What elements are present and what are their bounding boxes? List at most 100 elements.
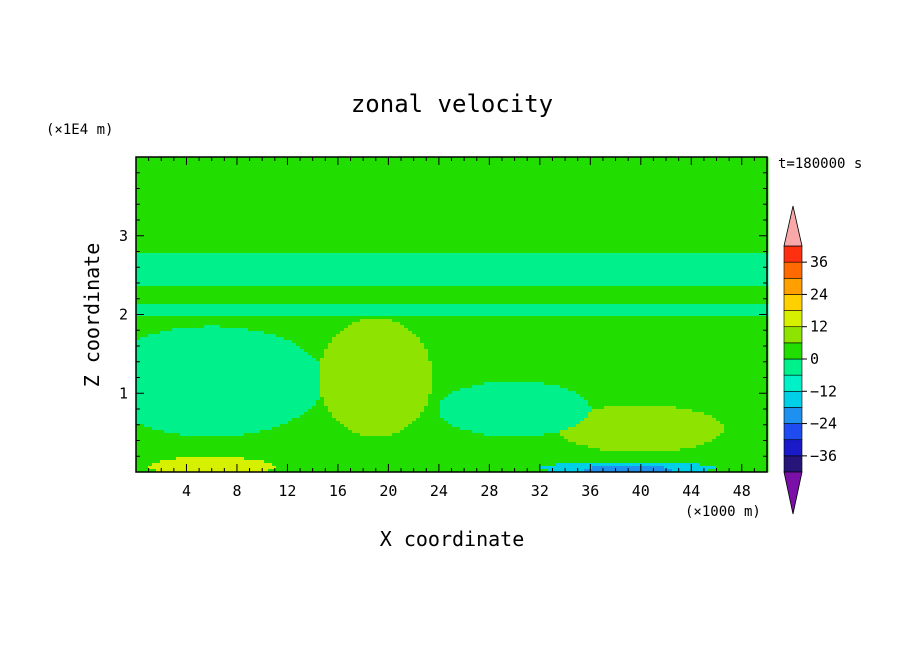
field-cell (192, 223, 197, 227)
field-cell (572, 238, 577, 242)
field-cell (532, 235, 537, 239)
field-cell (184, 181, 189, 185)
field-cell (608, 214, 613, 218)
field-cell (176, 181, 181, 185)
field-cell (340, 211, 345, 215)
field-cell (344, 223, 349, 227)
field-cell (360, 247, 365, 251)
field-cell (624, 241, 629, 245)
field-cell (312, 163, 317, 167)
field-cell (480, 205, 485, 209)
field-cell (644, 244, 649, 248)
field-cell (208, 211, 213, 215)
field-cell (656, 169, 661, 173)
field-cell (472, 184, 477, 188)
field-cell (148, 226, 153, 230)
field-cell (496, 214, 501, 218)
field-cell (260, 199, 265, 203)
field-cell (548, 160, 553, 164)
field-cell (308, 244, 313, 248)
field-cell (148, 166, 153, 170)
field-cell (404, 214, 409, 218)
field-cell (740, 229, 745, 233)
field-cell (732, 166, 737, 170)
field-cell (708, 223, 713, 227)
field-cell (268, 163, 273, 167)
field-cell (504, 238, 509, 242)
field-cell (748, 226, 753, 230)
field-cell (412, 223, 417, 227)
field-cell (544, 178, 549, 182)
field-cell (688, 238, 693, 242)
field-cell (552, 232, 557, 236)
field-cell (716, 235, 721, 239)
field-cell (356, 208, 361, 212)
field-cell (536, 163, 541, 167)
field-cell (272, 175, 277, 179)
field-cell (364, 247, 369, 251)
field-cell (316, 193, 321, 197)
field-cell (744, 163, 749, 167)
field-cell (148, 232, 153, 236)
field-cell (372, 166, 377, 170)
field-cell (208, 184, 213, 188)
field-cell (500, 229, 505, 233)
field-cell (728, 193, 733, 197)
field-cell (504, 157, 509, 161)
field-cell (472, 238, 477, 242)
field-cell (156, 250, 161, 254)
field-cell (428, 181, 433, 185)
field-cell (412, 229, 417, 233)
field-cell (256, 166, 261, 170)
field-cell (636, 244, 641, 248)
field-cell (700, 211, 705, 215)
field-cell (480, 196, 485, 200)
field-cell (372, 178, 377, 182)
field-cell (644, 193, 649, 197)
field-cell (176, 184, 181, 188)
field-cell (288, 172, 293, 176)
field-cell (460, 247, 465, 251)
field-cell (632, 178, 637, 182)
field-cell (368, 175, 373, 179)
field-cell (216, 187, 221, 191)
field-cell (204, 226, 209, 230)
field-cell (304, 184, 309, 188)
field-cell (292, 172, 297, 176)
field-cell (460, 217, 465, 221)
field-cell (496, 187, 501, 191)
field-cell (184, 235, 189, 239)
field-cell (668, 166, 673, 170)
field-cell (376, 196, 381, 200)
field-cell (356, 223, 361, 227)
field-cell (380, 193, 385, 197)
field-cell (664, 166, 669, 170)
field-cell (244, 184, 249, 188)
field-cell (524, 160, 529, 164)
field-cell (460, 205, 465, 209)
field-cell (480, 211, 485, 215)
field-cell (164, 217, 169, 221)
field-cell (240, 205, 245, 209)
field-cell (444, 172, 449, 176)
field-cell (248, 244, 253, 248)
field-cell (612, 166, 617, 170)
field-cell (556, 187, 561, 191)
field-cell (504, 163, 509, 167)
field-cell (656, 229, 661, 233)
field-cell (756, 208, 761, 212)
field-cell (612, 238, 617, 242)
field-cell (304, 172, 309, 176)
field-cell (360, 223, 365, 227)
field-cell (600, 178, 605, 182)
field-cell (752, 196, 757, 200)
field-cell (212, 250, 217, 254)
field-cell (608, 166, 613, 170)
field-cell (320, 241, 325, 245)
field-cell (208, 232, 213, 236)
field-cell (512, 178, 517, 182)
field-cell (296, 250, 301, 254)
field-cell (164, 157, 169, 161)
field-cell (140, 229, 145, 233)
field-cell (376, 169, 381, 173)
